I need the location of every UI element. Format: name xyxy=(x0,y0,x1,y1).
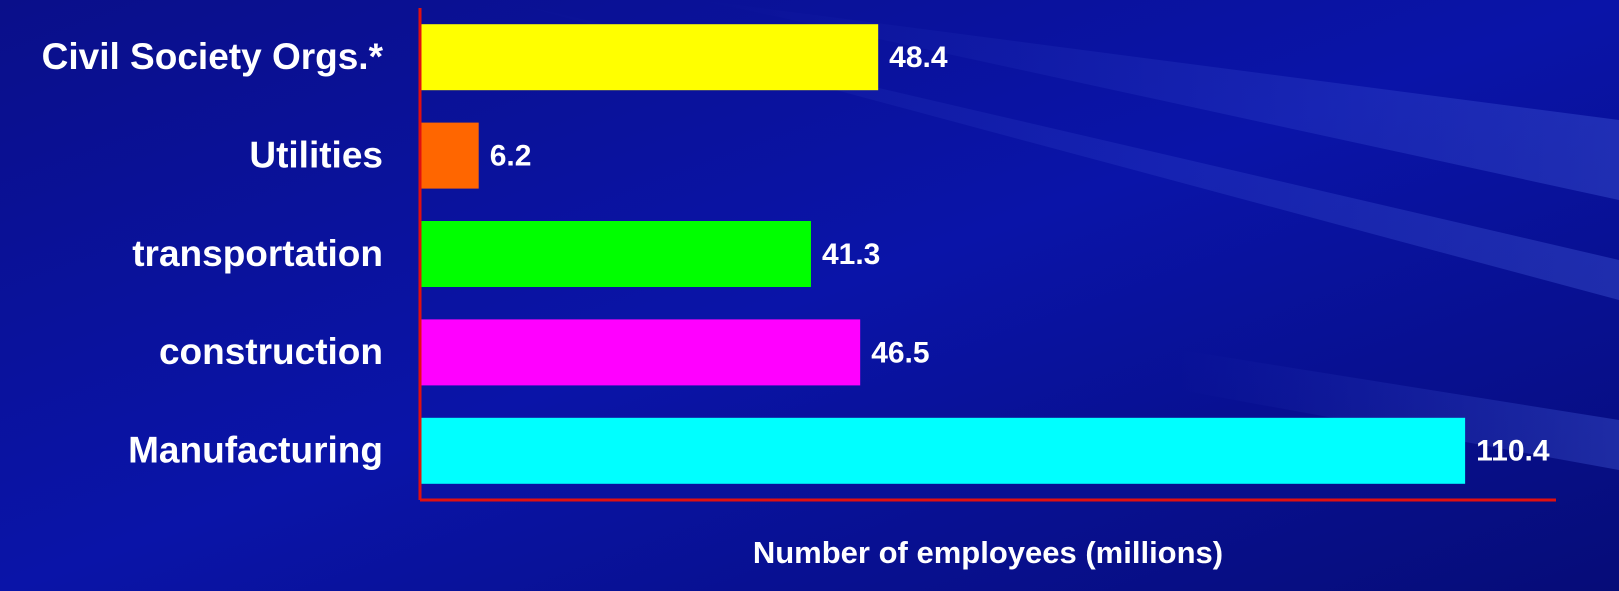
bar xyxy=(420,122,479,189)
value-label: 6.2 xyxy=(490,140,532,173)
bar xyxy=(420,24,879,91)
bar xyxy=(420,319,861,386)
background-ray xyxy=(700,0,1619,200)
y-tick-label: Manufacturing xyxy=(128,430,383,471)
value-label: 110.4 xyxy=(1476,435,1550,468)
value-label: 48.4 xyxy=(889,41,948,74)
bar xyxy=(420,221,811,287)
bar xyxy=(420,417,1466,484)
background-ray xyxy=(1180,350,1619,470)
value-label: 46.5 xyxy=(871,336,929,369)
y-tick-label: transportation xyxy=(132,233,383,274)
y-tick-label: Civil Society Orgs.* xyxy=(42,36,384,77)
value-label: 41.3 xyxy=(822,238,880,271)
y-tick-label: Utilities xyxy=(249,134,383,175)
x-axis-label: Number of employees (millions) xyxy=(753,535,1223,570)
y-tick-label: construction xyxy=(159,331,383,372)
